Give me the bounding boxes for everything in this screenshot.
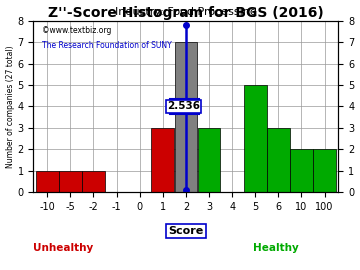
Text: Healthy: Healthy xyxy=(253,244,299,254)
Y-axis label: Number of companies (27 total): Number of companies (27 total) xyxy=(5,45,14,168)
Bar xyxy=(267,128,290,192)
Bar xyxy=(175,42,197,192)
Bar xyxy=(36,171,59,192)
Bar xyxy=(244,85,266,192)
Bar xyxy=(59,171,82,192)
Title: Z''-Score Histogram for BGS (2016): Z''-Score Histogram for BGS (2016) xyxy=(48,6,324,19)
Text: ©www.textbiz.org: ©www.textbiz.org xyxy=(42,26,112,35)
Text: 2.536: 2.536 xyxy=(167,102,200,112)
Bar xyxy=(152,128,174,192)
Text: Score: Score xyxy=(168,226,203,236)
Bar xyxy=(198,128,220,192)
Text: The Research Foundation of SUNY: The Research Foundation of SUNY xyxy=(42,41,172,50)
Text: Industry: Food Processing: Industry: Food Processing xyxy=(115,7,257,17)
Text: Unhealthy: Unhealthy xyxy=(33,244,94,254)
Bar xyxy=(82,171,105,192)
Bar xyxy=(290,149,313,192)
Bar xyxy=(313,149,336,192)
